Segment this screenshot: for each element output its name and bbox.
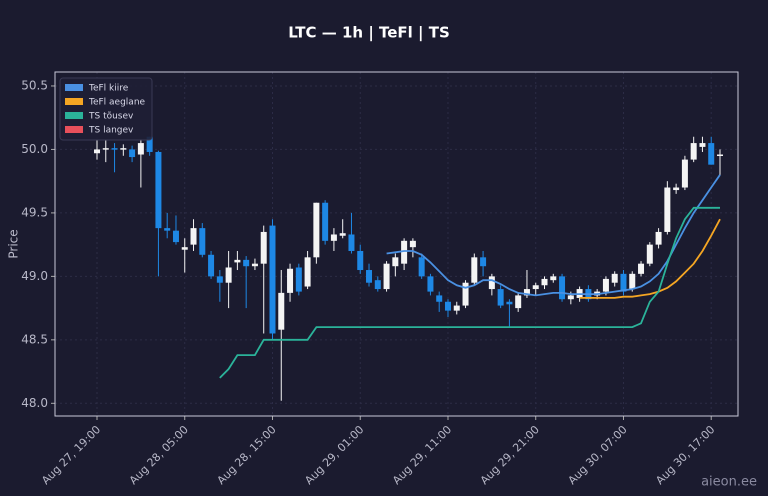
candle-body	[673, 187, 680, 191]
y-tick-label: 50.0	[21, 142, 48, 156]
candle-body	[559, 276, 566, 300]
legend-swatch	[65, 84, 83, 91]
candle-body	[418, 257, 425, 277]
candle-body	[313, 202, 320, 258]
candle-body	[515, 295, 522, 309]
y-tick-label: 49.0	[21, 269, 48, 283]
candle-body	[664, 187, 671, 232]
candle-body	[278, 292, 285, 330]
candle-body	[357, 250, 364, 271]
candle-body	[541, 278, 548, 286]
candle-body	[436, 295, 443, 302]
legend-box	[59, 77, 153, 141]
candle-body	[260, 231, 267, 264]
candle-body	[708, 143, 715, 165]
candle-body	[102, 148, 109, 150]
plot-frame	[54, 71, 739, 417]
candle-body	[383, 263, 390, 290]
indicator-line	[579, 218, 721, 299]
candle-body	[681, 159, 688, 188]
legend-swatch	[65, 126, 83, 133]
candle-body	[453, 305, 460, 311]
y-tick-label: 48.0	[21, 396, 48, 410]
candle-body	[155, 151, 162, 229]
candle-body	[348, 234, 355, 251]
candle-body	[234, 259, 241, 263]
candle-body	[480, 257, 487, 267]
indicator-line	[219, 206, 720, 379]
candle-body	[611, 273, 618, 283]
y-axis-label: Price	[7, 229, 21, 258]
candle-body	[322, 202, 329, 241]
candle-body	[462, 282, 469, 306]
indicator-line	[386, 174, 721, 297]
chart-title: LTC — 1h | TeFl | TS	[288, 24, 450, 43]
candle-body	[550, 276, 557, 281]
candle-body	[401, 240, 408, 264]
candle-body	[699, 143, 706, 147]
legend-swatch	[65, 112, 83, 119]
candle-body	[243, 259, 250, 267]
candle-body	[146, 136, 153, 152]
candle-body	[690, 143, 697, 160]
candle-body	[199, 228, 206, 255]
y-tick-label: 50.5	[21, 78, 48, 92]
candle-body	[225, 267, 232, 283]
candle-body	[208, 254, 215, 277]
legend: TeFl kiire TeFl aeglane TS tõusev TS langev	[59, 77, 153, 141]
candle-body	[111, 148, 118, 150]
legend-label: TeFl kiire	[88, 84, 129, 94]
legend-label: TS tõusev	[88, 112, 134, 122]
candle-body	[269, 225, 276, 334]
candle-body	[629, 273, 636, 290]
legend-label: TeFl aeglane	[88, 98, 146, 108]
legend-swatch	[65, 98, 83, 105]
candle-body	[532, 285, 539, 290]
candle-body	[620, 273, 627, 292]
candle-body	[164, 228, 171, 231]
candle-body	[339, 233, 346, 236]
candle-body	[717, 154, 723, 157]
candle-body	[366, 270, 373, 283]
candle-body	[602, 278, 609, 292]
candle-body	[392, 257, 399, 267]
candle-body	[330, 234, 337, 241]
watermark: aieon.ee	[701, 475, 757, 490]
candle-body	[295, 267, 302, 292]
candle-body	[646, 244, 653, 264]
y-tick-label: 48.5	[21, 332, 48, 346]
candle-body	[216, 276, 223, 283]
candle-body	[444, 301, 451, 311]
candle-body	[488, 276, 495, 290]
candle-body	[427, 276, 434, 292]
candle-body	[374, 280, 381, 290]
candle-body	[129, 149, 136, 158]
legend-label: TS langev	[88, 126, 134, 136]
candle-body	[304, 257, 311, 287]
candle-body	[287, 268, 294, 293]
candle-body	[567, 295, 574, 300]
candle-body	[409, 240, 416, 248]
candle-body	[172, 230, 179, 243]
candle-body	[471, 257, 478, 283]
candle-body	[94, 149, 100, 154]
candle-body	[523, 289, 530, 296]
candle-body	[506, 301, 513, 305]
candle-body	[655, 231, 662, 245]
candle-body	[181, 247, 188, 250]
y-tick-label: 49.5	[21, 205, 48, 219]
candle-body	[190, 228, 197, 245]
candle-body	[120, 148, 127, 150]
candle-body	[251, 263, 258, 267]
candle-body	[638, 263, 645, 274]
candle-body	[137, 143, 144, 155]
candle-body	[497, 289, 504, 306]
